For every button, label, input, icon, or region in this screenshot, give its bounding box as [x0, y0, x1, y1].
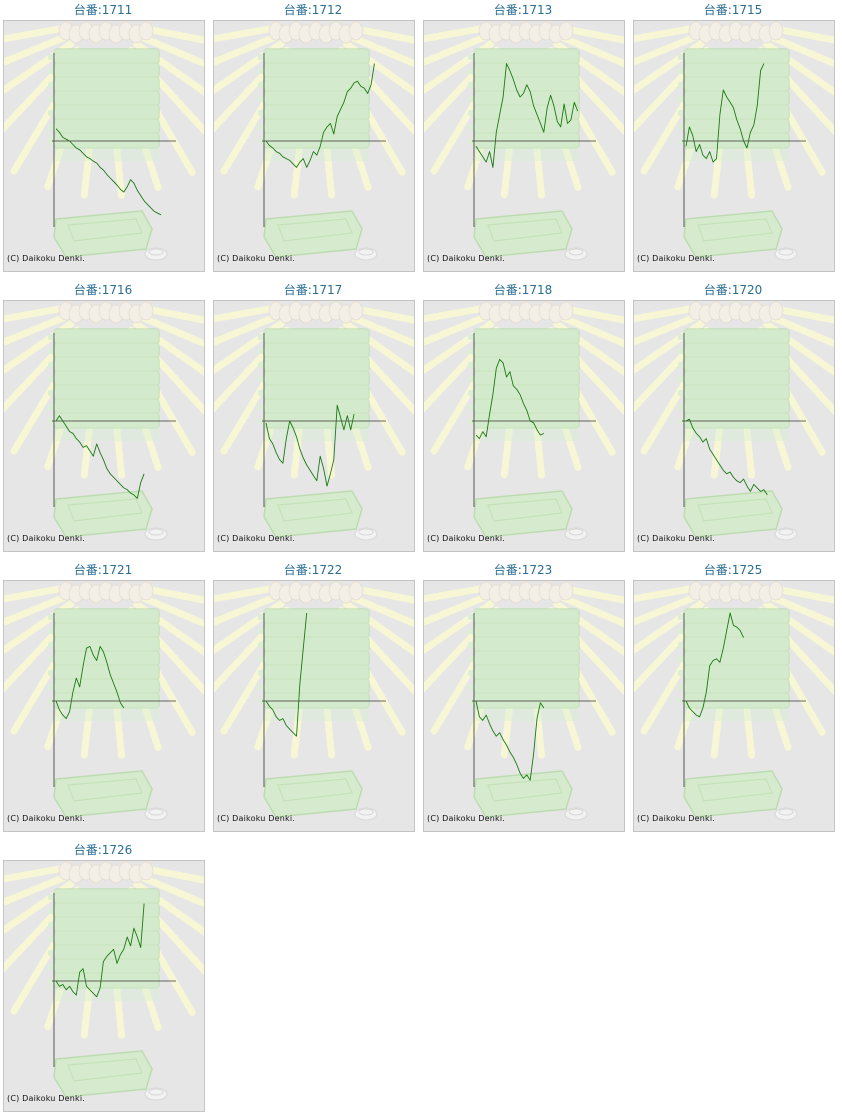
background-illustration [4, 581, 204, 821]
series-line [55, 415, 145, 499]
chart-svg [4, 21, 204, 261]
chart-card: 台番:1725 (C) Daikoku Denki. [631, 560, 835, 834]
chart-title-link[interactable]: 台番:1711 [73, 3, 133, 17]
series-line [55, 645, 125, 720]
chart-svg [4, 581, 204, 821]
background-illustration [634, 581, 834, 821]
chart-panel: (C) Daikoku Denki. [633, 20, 835, 272]
chart-svg [634, 301, 834, 541]
chart-panel: (C) Daikoku Denki. [423, 20, 625, 272]
background-illustration [4, 861, 204, 1101]
series-line [475, 700, 545, 781]
chart-svg [424, 21, 624, 261]
chart-title-link[interactable]: 台番:1720 [703, 283, 763, 297]
chart-panel: (C) Daikoku Denki. [3, 20, 205, 272]
chart-title-link[interactable]: 台番:1718 [493, 283, 553, 297]
copyright-credit: (C) Daikoku Denki. [217, 254, 296, 263]
chart-title-link[interactable]: 台番:1713 [493, 3, 553, 17]
background-illustration [4, 301, 204, 541]
chart-card: 台番:1715 (C) Daikoku Denki. [631, 0, 835, 274]
chart-panel: (C) Daikoku Denki. [633, 300, 835, 552]
copyright-credit: (C) Daikoku Denki. [7, 534, 86, 543]
series-line [55, 903, 145, 998]
background-illustration [214, 301, 414, 541]
background-illustration [424, 21, 624, 261]
series-line [685, 418, 768, 496]
chart-svg [4, 861, 204, 1101]
chart-card: 台番:1713 (C) Daikoku Denki. [421, 0, 625, 274]
chart-title-link[interactable]: 台番:1725 [703, 563, 763, 577]
copyright-credit: (C) Daikoku Denki. [217, 814, 296, 823]
copyright-credit: (C) Daikoku Denki. [427, 814, 506, 823]
chart-svg [214, 301, 414, 541]
copyright-credit: (C) Daikoku Denki. [427, 534, 506, 543]
series-line [265, 63, 375, 168]
series-line [685, 63, 765, 163]
chart-panel: (C) Daikoku Denki. [423, 580, 625, 832]
chart-card: 台番:1717 (C) Daikoku Denki. [211, 280, 415, 554]
copyright-credit: (C) Daikoku Denki. [427, 254, 506, 263]
series-line [475, 358, 545, 440]
chart-panel: (C) Daikoku Denki. [3, 580, 205, 832]
chart-panel: (C) Daikoku Denki. [3, 300, 205, 552]
background-illustration [4, 21, 204, 261]
copyright-credit: (C) Daikoku Denki. [637, 254, 716, 263]
chart-panel: (C) Daikoku Denki. [213, 20, 415, 272]
chart-svg [634, 581, 834, 821]
series-line [265, 612, 308, 737]
chart-panel: (C) Daikoku Denki. [3, 860, 205, 1112]
chart-title-link[interactable]: 台番:1717 [283, 283, 343, 297]
chart-title-link[interactable]: 台番:1715 [703, 3, 763, 17]
chart-card: 台番:1722 (C) Daikoku Denki. [211, 560, 415, 834]
chart-svg [424, 301, 624, 541]
chart-card: 台番:1721 (C) Daikoku Denki. [1, 560, 205, 834]
chart-panel: (C) Daikoku Denki. [213, 580, 415, 832]
series-line [685, 612, 745, 718]
chart-title-link[interactable]: 台番:1712 [283, 3, 343, 17]
chart-title-link[interactable]: 台番:1721 [73, 563, 133, 577]
copyright-credit: (C) Daikoku Denki. [7, 254, 86, 263]
background-illustration [214, 21, 414, 261]
copyright-credit: (C) Daikoku Denki. [637, 534, 716, 543]
series-line [55, 128, 162, 216]
chart-card: 台番:1711 (C) Daikoku Denki. [1, 0, 205, 274]
chart-card: 台番:1716 (C) Daikoku Denki. [1, 280, 205, 554]
chart-title-link[interactable]: 台番:1726 [73, 843, 133, 857]
series-line [475, 63, 579, 168]
chart-card: 台番:1718 (C) Daikoku Denki. [421, 280, 625, 554]
chart-card: 台番:1720 (C) Daikoku Denki. [631, 280, 835, 554]
background-illustration [634, 21, 834, 261]
chart-svg [214, 581, 414, 821]
chart-svg [424, 581, 624, 821]
chart-title-link[interactable]: 台番:1716 [73, 283, 133, 297]
background-illustration [634, 301, 834, 541]
background-illustration [424, 581, 624, 821]
chart-card: 台番:1712 (C) Daikoku Denki. [211, 0, 415, 274]
copyright-credit: (C) Daikoku Denki. [637, 814, 716, 823]
chart-svg [4, 301, 204, 541]
copyright-credit: (C) Daikoku Denki. [7, 814, 86, 823]
chart-svg [214, 21, 414, 261]
chart-title-link[interactable]: 台番:1722 [283, 563, 343, 577]
chart-panel: (C) Daikoku Denki. [213, 300, 415, 552]
chart-title-link[interactable]: 台番:1723 [493, 563, 553, 577]
chart-card: 台番:1726 (C) Daikoku Denki. [1, 840, 205, 1114]
background-illustration [424, 301, 624, 541]
chart-panel: (C) Daikoku Denki. [423, 300, 625, 552]
chart-panel: (C) Daikoku Denki. [633, 580, 835, 832]
chart-card: 台番:1723 (C) Daikoku Denki. [421, 560, 625, 834]
copyright-credit: (C) Daikoku Denki. [217, 534, 296, 543]
chart-svg [634, 21, 834, 261]
series-line [265, 404, 355, 487]
copyright-credit: (C) Daikoku Denki. [7, 1094, 86, 1103]
